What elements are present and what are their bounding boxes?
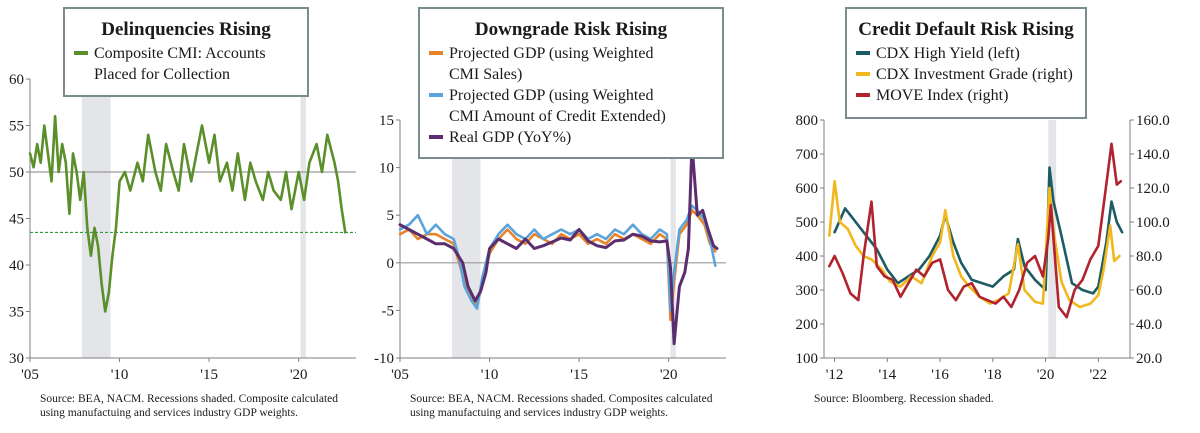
legend-box	[63, 7, 309, 97]
x-tick-label: '14	[878, 367, 896, 383]
y2-tick-label: 160.0	[1136, 113, 1170, 129]
source-note: Source: Bloomberg. Recession shaded.	[814, 393, 994, 405]
legend-label: CMI Sales)	[449, 66, 522, 83]
y-tick-label: 40	[9, 258, 24, 274]
x-tick-label: '10	[111, 367, 129, 383]
source-note: Source: BEA, NACM. Recessions shaded. Co…	[410, 393, 713, 405]
y-tick-label: 30	[9, 351, 24, 367]
x-tick-label: '20	[1037, 367, 1055, 383]
source-note: Source: BEA, NACM. Recessions shaded. Co…	[40, 393, 338, 405]
y-tick-label: 600	[796, 181, 819, 197]
legend-label: Projected GDP (using Weighted	[449, 45, 653, 62]
x-tick-label: '15	[570, 367, 588, 383]
recession-band	[1048, 120, 1057, 358]
legend-label: CDX High Yield (left)	[876, 45, 1020, 62]
legend-label: MOVE Index (right)	[876, 87, 1008, 104]
y2-tick-label: 40.0	[1136, 317, 1162, 333]
y-tick-label: 300	[796, 283, 819, 299]
y-tick-label: 800	[796, 113, 819, 129]
series-line-1	[28, 114, 347, 313]
y-tick-label: 100	[796, 351, 819, 367]
y-tick-label: 0	[387, 256, 395, 272]
source-note: using manufactuing and services industry…	[410, 407, 668, 419]
y-tick-label: 15	[379, 113, 394, 129]
chart-title: Downgrade Risk Rising	[475, 19, 668, 40]
x-tick-label: '16	[931, 367, 949, 383]
legend-label: CMI Amount of Credit Extended)	[449, 108, 666, 125]
y-tick-label: 60	[9, 72, 24, 88]
series-line-1	[833, 166, 1124, 295]
y-tick-label: 200	[796, 317, 819, 333]
chart-panel-3: 100 200 300 400 500 600 700 800 20.0 40.0 60.0 80.0…	[796, 7, 1170, 405]
series-line-3	[827, 142, 1123, 319]
x-tick-label: '10	[481, 367, 499, 383]
y2-tick-label: 100.0	[1136, 215, 1170, 231]
recession-band	[451, 120, 481, 358]
chart-title: Credit Default Risk Rising	[858, 19, 1074, 40]
chart-panel-1: 30 35 40 45 50 55 60 '05 '10 '15 '20 Delinquencies …	[9, 7, 356, 419]
chart-title: Delinquencies Rising	[101, 19, 271, 40]
x-tick-label: '05	[21, 367, 39, 383]
y2-tick-label: 60.0	[1136, 283, 1162, 299]
y-tick-label: 10	[379, 161, 394, 177]
source-note: using manufactuing and services industry…	[40, 407, 298, 419]
x-tick-label: '12	[826, 367, 844, 383]
x-tick-label: '22	[1089, 367, 1107, 383]
y-tick-label: 55	[9, 119, 24, 135]
x-tick-label: '05	[391, 367, 409, 383]
legend-label: Composite CMI: Accounts	[94, 45, 266, 62]
legend-label: Real GDP (YoY%)	[449, 129, 571, 146]
y2-tick-label: 80.0	[1136, 249, 1162, 265]
y-tick-label: 700	[796, 147, 819, 163]
y-tick-label: -10	[374, 351, 394, 367]
y-tick-label: 5	[387, 208, 395, 224]
y-tick-label: 400	[796, 249, 819, 265]
x-tick-label: '20	[290, 367, 308, 383]
y2-tick-label: 20.0	[1136, 351, 1162, 367]
legend-box	[845, 7, 1087, 119]
x-tick-label: '18	[984, 367, 1002, 383]
y-tick-label: 35	[9, 305, 24, 321]
x-tick-label: '20	[660, 367, 678, 383]
legend-label: Placed for Collection	[94, 66, 230, 83]
chart-panel-2: -10 -5 0 5 10 15 '05 '10 '15 '20 Downgrade Risk Ri…	[374, 7, 726, 419]
recession-band	[670, 120, 676, 358]
legend-label: CDX Investment Grade (right)	[876, 66, 1073, 83]
recession-band	[300, 79, 306, 358]
legend-box	[418, 7, 724, 159]
legend-label: Projected GDP (using Weighted	[449, 87, 653, 104]
y2-tick-label: 140.0	[1136, 147, 1170, 163]
y-tick-label: 45	[9, 212, 24, 228]
y2-tick-label: 120.0	[1136, 181, 1170, 197]
x-tick-label: '15	[200, 367, 218, 383]
y-tick-label: 500	[796, 215, 819, 231]
series-line-3	[398, 142, 719, 346]
y-tick-label: -5	[382, 303, 395, 319]
y-tick-label: 50	[9, 165, 24, 181]
